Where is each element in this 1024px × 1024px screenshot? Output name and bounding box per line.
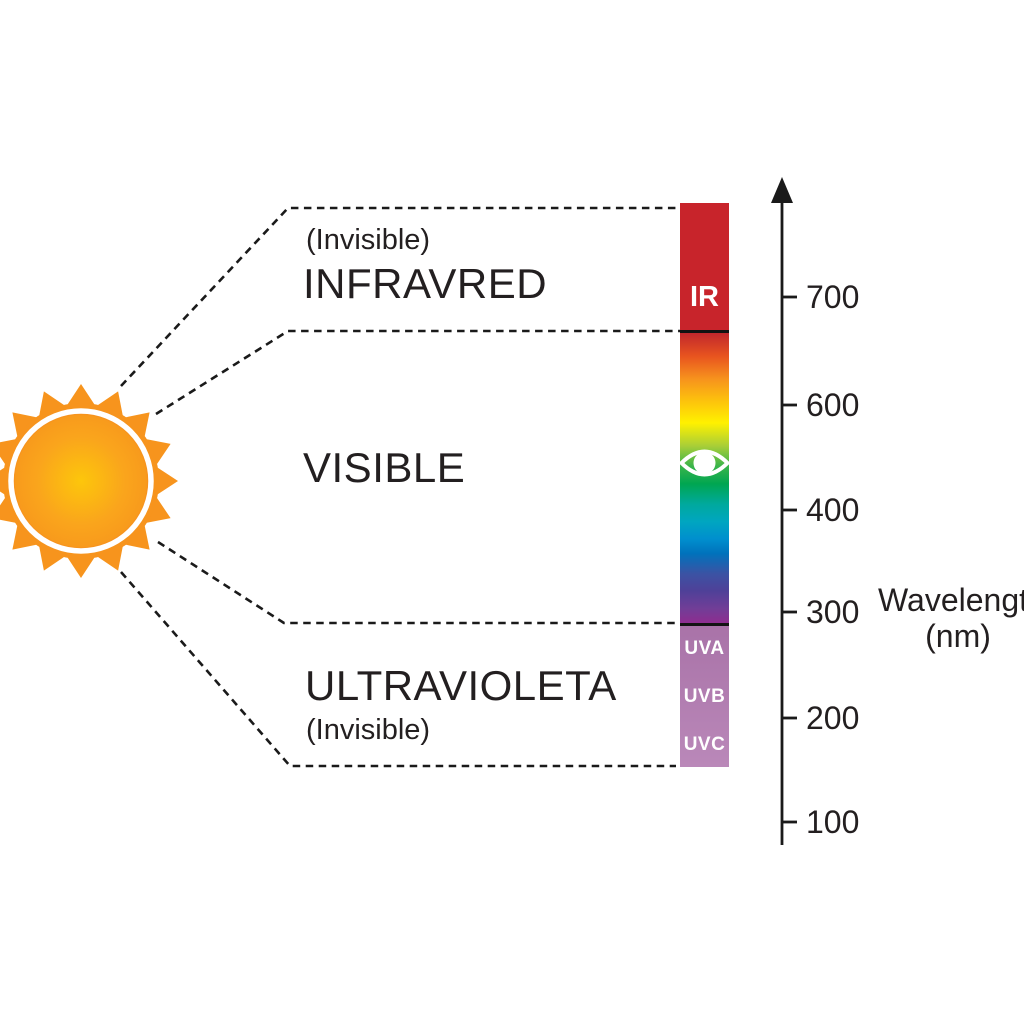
ir-band-label: IR [690,281,719,313]
axis-title-text: Wavelength [878,582,1024,618]
uvc-band-label: UVC [683,734,726,755]
sun-core [15,415,147,547]
infrared-label: INFRAVRED [303,260,548,307]
spectrum-bar-infrared-block: IR [680,203,729,330]
wavelength-axis [771,177,797,845]
leader-line-infrared-top [120,206,676,387]
tick-label-700: 700 [806,279,860,315]
spectrum-separator-top [680,330,729,333]
spectrum-separator-bottom [680,623,729,626]
leader-line-infrared-bottom [155,329,680,416]
axis-unit-text: (nm) [925,618,991,654]
spectrum-bar-uv-block: UVA UVB UVC [680,626,729,767]
tick-label-600: 600 [806,387,860,423]
sun-icon [0,384,178,578]
dashed-leader-lines [120,206,680,768]
eye-icon [679,449,730,477]
spectrum-bar-visible-gradient [680,333,729,623]
tick-label-100: 100 [806,804,860,840]
ultraviolet-label: ULTRAVIOLETA [305,662,617,709]
axis-arrow-icon [771,177,793,203]
uvb-band-label: UVB [683,686,726,707]
tick-label-300: 300 [806,594,860,630]
tick-label-400: 400 [806,492,860,528]
axis-title: Wavelength (nm) [878,582,1024,654]
tick-label-200: 200 [806,700,860,736]
visible-label: VISIBLE [303,444,466,491]
ultraviolet-invisible-note: (Invisible) [306,714,431,746]
leader-line-uv-top [157,540,680,625]
uva-band-label: UVA [684,638,725,659]
infrared-invisible-note: (Invisible) [306,224,431,256]
axis-tick-marks [781,295,797,824]
sun-ring [8,408,154,554]
